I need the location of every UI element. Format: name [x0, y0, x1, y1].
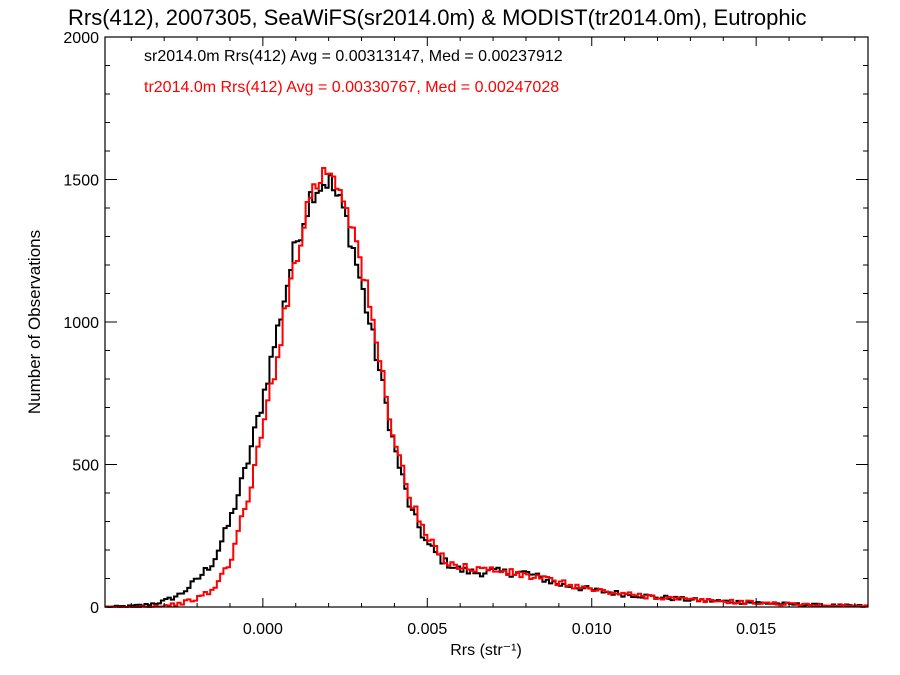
x-tick-label: 0.015	[736, 621, 776, 638]
x-tick-label: 0.005	[407, 621, 447, 638]
axis-ticks: 0.000 0.005 0.010 0.015 0 500 1000 1500 2000	[63, 30, 868, 638]
y-tick-label: 2000	[63, 30, 99, 47]
y-tick-label: 1000	[63, 315, 99, 332]
y-tick-label: 1500	[63, 173, 99, 190]
x-axis-label: Rrs (str⁻¹)	[450, 642, 522, 659]
legend-annotation-red: tr2014.0m Rrs(412) Avg = 0.00330767, Med…	[144, 79, 559, 96]
x-tick-label: 0.010	[572, 621, 612, 638]
series-layer	[105, 166, 868, 608]
y-axis-label: Number of Observations	[25, 230, 44, 414]
chart-title: Rrs(412), 2007305, SeaWiFS(sr2014.0m) & …	[68, 5, 807, 30]
legend-annotation-black: sr2014.0m Rrs(412) Avg = 0.00313147, Med…	[144, 48, 563, 65]
y-tick-label: 500	[72, 458, 99, 475]
x-tick-label: 0.000	[243, 621, 283, 638]
histogram-series-1	[105, 166, 868, 608]
y-tick-label: 0	[90, 600, 99, 617]
